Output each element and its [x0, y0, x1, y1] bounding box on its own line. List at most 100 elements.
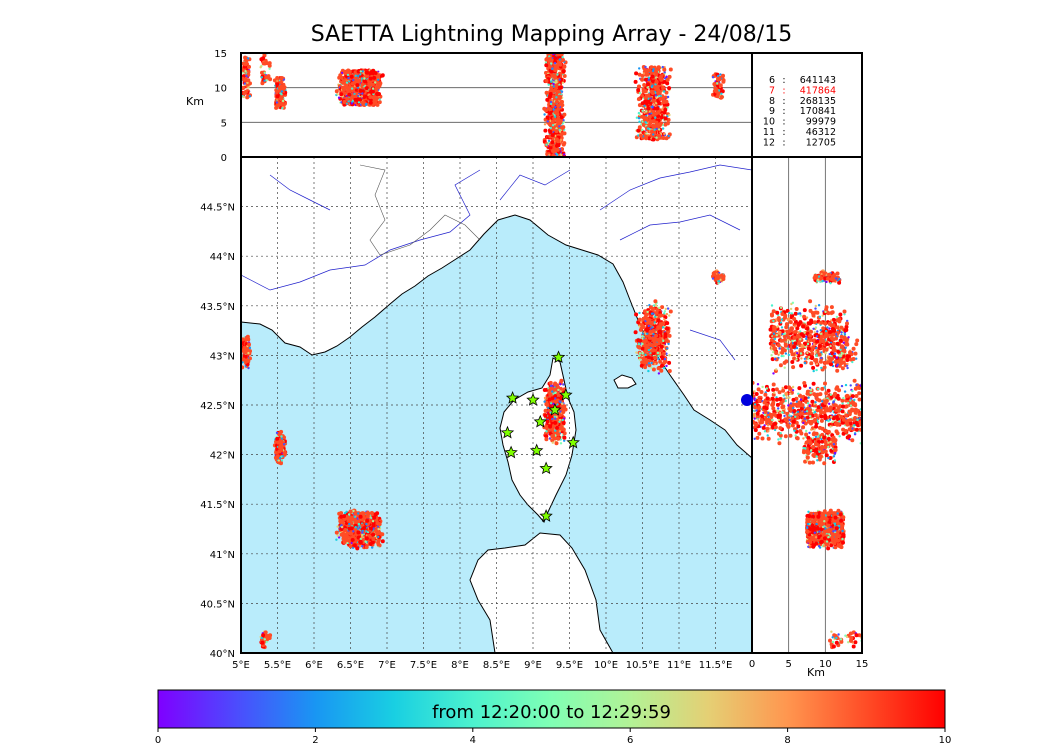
lightning-point	[280, 93, 283, 96]
lightning-point	[555, 425, 559, 430]
lightning-point	[644, 65, 647, 69]
station-star	[533, 414, 547, 428]
lightning-point	[355, 83, 360, 88]
lightning-point	[649, 321, 654, 326]
lightning-point	[364, 545, 369, 550]
lightning-point	[650, 91, 655, 95]
lightning-point	[353, 515, 356, 518]
lightning-point	[651, 329, 656, 333]
lightning-point	[637, 72, 642, 77]
lightning-point	[345, 81, 349, 84]
lightning-point	[349, 531, 354, 536]
lightning-point	[559, 442, 563, 445]
lightning-point	[550, 438, 555, 443]
lightning-point	[356, 69, 361, 74]
lightning-point	[555, 89, 560, 94]
lightning-point	[365, 70, 370, 75]
lightning-point	[656, 351, 660, 355]
lightning-point	[651, 69, 655, 73]
lon-tick-label: 8.5°E	[483, 660, 510, 671]
lightning-point	[721, 78, 726, 83]
lightning-point	[654, 111, 658, 116]
lightning-point	[376, 542, 381, 547]
lightning-point	[648, 329, 653, 334]
lightning-point	[555, 96, 558, 99]
station-star	[548, 402, 562, 416]
lightning-point	[657, 357, 660, 360]
lightning-point	[561, 418, 564, 422]
lightning-point	[357, 522, 361, 526]
lightning-point	[560, 99, 564, 104]
right-altitude-panel: 0 5 10 15 Km	[741, 156, 868, 679]
lightning-point	[544, 437, 549, 442]
lightning-point	[544, 57, 549, 62]
lightning-point	[560, 402, 564, 405]
lightning-point	[544, 90, 549, 95]
lightning-point	[360, 511, 365, 516]
lightning-point	[666, 95, 670, 99]
lightning-point	[635, 116, 639, 119]
lightning-point	[562, 383, 565, 386]
lightning-point	[553, 62, 557, 65]
lightning-point	[274, 105, 279, 110]
lightning-point	[561, 81, 565, 85]
lightning-point	[543, 400, 546, 403]
lightning-point	[651, 367, 656, 372]
lightning-point	[657, 354, 660, 358]
lightning-point	[651, 336, 656, 341]
lightning-point	[279, 76, 284, 81]
lightning-point	[554, 391, 557, 394]
lightning-point	[555, 80, 558, 84]
lightning-point	[548, 57, 553, 61]
lightning-point	[646, 127, 650, 130]
lightning-point	[248, 95, 252, 98]
lightning-point	[337, 536, 341, 539]
lightning-point	[350, 538, 355, 542]
lightning-point	[654, 342, 659, 347]
lightning-point	[349, 517, 354, 522]
lightning-point	[275, 94, 280, 99]
lightning-point	[377, 78, 380, 82]
lightning-point	[342, 91, 347, 96]
lightning-point	[545, 97, 550, 102]
lightning-point	[654, 79, 659, 84]
lightning-point	[357, 101, 361, 104]
lightning-point	[263, 71, 266, 75]
lightning-point	[553, 397, 557, 400]
lightning-point	[719, 278, 722, 281]
lightning-point	[544, 434, 549, 439]
lightning-point	[667, 369, 672, 373]
lightning-point	[637, 117, 641, 120]
lightning-point	[343, 528, 348, 532]
lightning-point	[561, 410, 566, 414]
lightning-point	[641, 335, 644, 338]
lightning-point	[552, 108, 556, 111]
lon-tick-label: 9.5°E	[556, 660, 583, 671]
lightning-point	[550, 62, 553, 65]
lightning-point	[656, 366, 661, 371]
lightning-point	[368, 100, 373, 105]
lightning-point	[556, 73, 559, 76]
lightning-point	[275, 436, 280, 441]
lightning-point	[364, 86, 369, 91]
lightning-point	[659, 353, 662, 356]
lightning-point	[649, 129, 654, 134]
lightning-point	[346, 73, 350, 77]
lightning-point	[640, 101, 645, 106]
lightning-point	[246, 337, 251, 342]
lightning-point	[640, 77, 645, 82]
lightning-point	[368, 76, 373, 81]
lightning-point	[640, 346, 645, 351]
lightning-point	[247, 351, 250, 355]
lightning-point	[560, 125, 565, 130]
lightning-point	[362, 95, 367, 99]
lightning-point	[549, 88, 554, 93]
lightning-point	[365, 514, 370, 519]
lightning-point	[377, 528, 380, 531]
lightning-point	[646, 332, 649, 335]
lightning-point	[553, 110, 558, 115]
lightning-point	[717, 89, 721, 92]
lightning-point	[364, 540, 367, 543]
lightning-point	[345, 515, 350, 520]
